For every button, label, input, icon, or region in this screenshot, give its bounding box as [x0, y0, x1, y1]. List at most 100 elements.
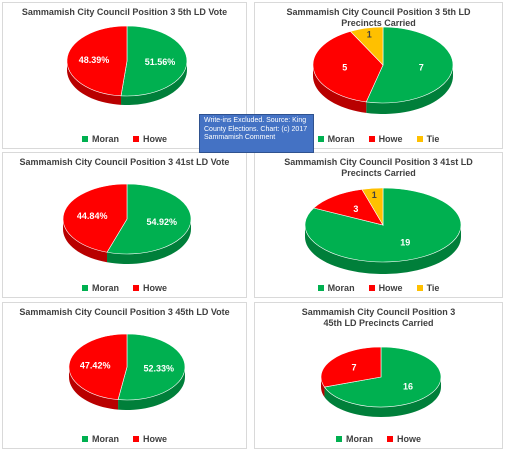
source-note: Write-ins Excluded. Source: King County …	[199, 114, 314, 153]
legend-label: Howe	[396, 434, 421, 444]
pie-data-label: 44.84%	[77, 211, 108, 221]
legend-item-moran: Moran	[81, 283, 119, 293]
legend-label: Howe	[142, 434, 167, 444]
legend-item-moran: Moran	[81, 434, 119, 444]
pie-slice-side-moran	[366, 65, 453, 114]
chart-panel-5th-ld-vote: Sammamish City Council Position 3 5th LD…	[2, 2, 247, 149]
legend-label: Moran	[345, 434, 373, 444]
legend-swatch	[81, 285, 88, 291]
legend-label: Moran	[327, 283, 355, 293]
chart-panel-45th-ld-precincts: Sammamish City Council Position 3 45th L…	[254, 302, 503, 449]
pie-slice-howe	[313, 189, 384, 226]
pie-data-label: 1	[367, 30, 372, 40]
pie-data-label: 48.39%	[79, 55, 110, 65]
chart-title: Sammamish City Council Position 3 45th L…	[19, 307, 230, 317]
pie-slice-tie	[349, 26, 384, 66]
legend-label: Howe	[378, 134, 403, 144]
legend-item-howe: Howe	[132, 434, 167, 444]
legend-label: Moran	[91, 434, 119, 444]
legend-label: Howe	[142, 283, 167, 293]
pie-slice-tie	[361, 187, 384, 227]
pie-chart: 54.92% 44.84%	[62, 183, 192, 264]
legend-swatch	[317, 285, 324, 291]
pie-slice-side-howe	[313, 65, 367, 113]
pie-data-label: 7	[351, 363, 356, 373]
legend-swatch	[132, 436, 139, 442]
legend-swatch	[132, 136, 139, 142]
legend-item-howe: Howe	[132, 134, 167, 144]
pie-data-label: 16	[403, 382, 413, 392]
chart-title: Sammamish City Council Position 3 45th L…	[301, 307, 456, 328]
legend-label: Tie	[426, 134, 440, 144]
chart-title: Sammamish City Council Position 3 41st L…	[19, 157, 230, 167]
pie-slice-moran	[365, 26, 454, 104]
pie-data-label: 51.56%	[145, 57, 176, 67]
chart-legend: Moran Howe Tie	[255, 283, 502, 293]
legend-swatch	[368, 136, 375, 142]
chart-legend: Moran Howe	[3, 283, 246, 293]
legend-item-moran: Moran	[317, 283, 355, 293]
legend-label: Howe	[378, 283, 403, 293]
pie-slice-side-moran	[305, 225, 461, 274]
pie-data-label: 5	[342, 63, 347, 73]
chart-legend: Moran Howe	[3, 434, 246, 444]
pie-data-label: 3	[353, 204, 358, 214]
chart-legend: Moran Howe	[255, 434, 502, 444]
legend-label: Moran	[91, 134, 119, 144]
legend-item-tie: Tie	[416, 134, 440, 144]
legend-item-moran: Moran	[81, 134, 119, 144]
pie-slice-moran	[120, 25, 188, 97]
legend-swatch	[416, 136, 423, 142]
pie-slice-side-moran	[324, 377, 441, 417]
pie-chart: 7 5 1	[312, 26, 454, 114]
legend-swatch	[81, 436, 88, 442]
chart-panel-45th-ld-vote: Sammamish City Council Position 3 45th L…	[2, 302, 247, 449]
pie-slice-side-moran	[107, 219, 191, 264]
legend-swatch	[386, 436, 393, 442]
pie-data-label: 19	[400, 237, 410, 247]
pie-data-label: 54.92%	[147, 217, 178, 227]
legend-item-moran: Moran	[335, 434, 373, 444]
legend-item-howe: Howe	[368, 134, 403, 144]
pie-data-label: 7	[419, 63, 424, 73]
pie-slice-howe	[312, 31, 384, 103]
legend-label: Howe	[142, 134, 167, 144]
chart-title: Sammamish City Council Position 3 5th LD…	[286, 7, 471, 28]
pie-chart: 52.33% 47.42%	[68, 333, 186, 410]
chart-legend: Moran Howe Tie	[255, 134, 502, 144]
pie-data-label: 47.42%	[80, 361, 111, 371]
pie-chart: 16 7	[320, 346, 442, 417]
legend-item-moran: Moran	[317, 134, 355, 144]
legend-item-howe: Howe	[368, 283, 403, 293]
pie-slice-howe	[320, 346, 382, 388]
pie-slice-moran	[323, 346, 442, 408]
legend-swatch	[81, 136, 88, 142]
legend-label: Moran	[91, 283, 119, 293]
legend-label: Moran	[327, 134, 355, 144]
legend-label: Tie	[426, 283, 440, 293]
chart-title: Sammamish City Council Position 3 41st L…	[284, 157, 473, 178]
legend-item-tie: Tie	[416, 283, 440, 293]
legend-swatch	[368, 285, 375, 291]
pie-data-label: 52.33%	[144, 363, 175, 373]
pie-slice-side-howe	[69, 367, 119, 410]
pie-chart: 51.56% 48.39%	[66, 25, 188, 105]
chart-panel-41st-ld-vote: Sammamish City Council Position 3 41st L…	[2, 152, 247, 298]
chart-legend: Moran Howe	[3, 134, 246, 144]
legend-swatch	[335, 436, 342, 442]
pie-slice-howe	[68, 333, 128, 400]
legend-item-howe: Howe	[386, 434, 421, 444]
pie-slice-side-moran	[118, 367, 185, 410]
pie-data-label: 1	[372, 190, 377, 200]
pie-slice-howe	[66, 25, 128, 97]
chart-title: Sammamish City Council Position 3 5th LD…	[21, 7, 228, 17]
legend-swatch	[317, 136, 324, 142]
pie-slice-moran	[106, 183, 192, 255]
legend-swatch	[416, 285, 423, 291]
legend-item-howe: Howe	[132, 283, 167, 293]
pie-slice-side-moran	[121, 61, 187, 105]
pie-slice-howe	[62, 183, 128, 253]
pie-slice-side-howe	[63, 219, 108, 263]
pie-slice-moran	[117, 333, 186, 401]
